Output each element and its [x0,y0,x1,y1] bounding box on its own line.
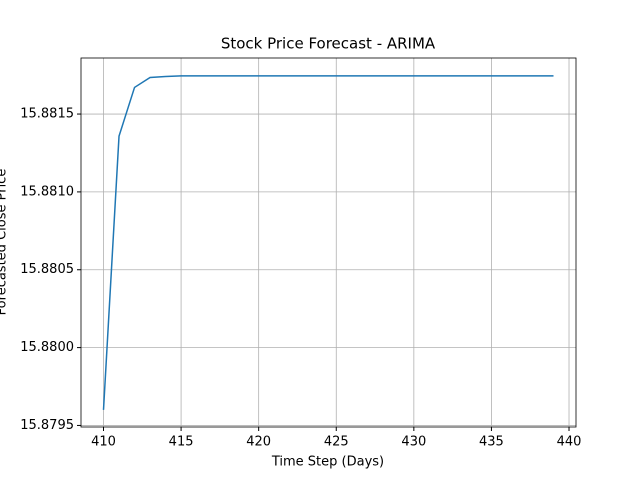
x-tick-label: 440 [557,435,582,450]
x-tick-label: 435 [479,435,504,450]
chart-title: Stock Price Forecast - ARIMA [221,35,436,53]
line [102,75,554,410]
x-axis-label: Time Step (Days) [271,455,384,470]
y-tick-label: 15.8800 [20,340,74,355]
axes-frame [80,57,577,428]
y-tick-label: 15.8815 [20,107,74,122]
y-tick-label: 15.8810 [20,184,74,199]
x-tick-label: 430 [401,435,426,450]
x-tick-label: 425 [324,435,349,450]
x-tick-label: 410 [91,435,116,450]
y-axis-label: Forecasted Close Price [0,169,10,316]
x-tick-label: 415 [169,435,194,450]
x-tick-label: 420 [246,435,271,450]
y-tick-label: 15.8805 [20,262,74,277]
y-tick-label: 15.8795 [20,418,74,433]
